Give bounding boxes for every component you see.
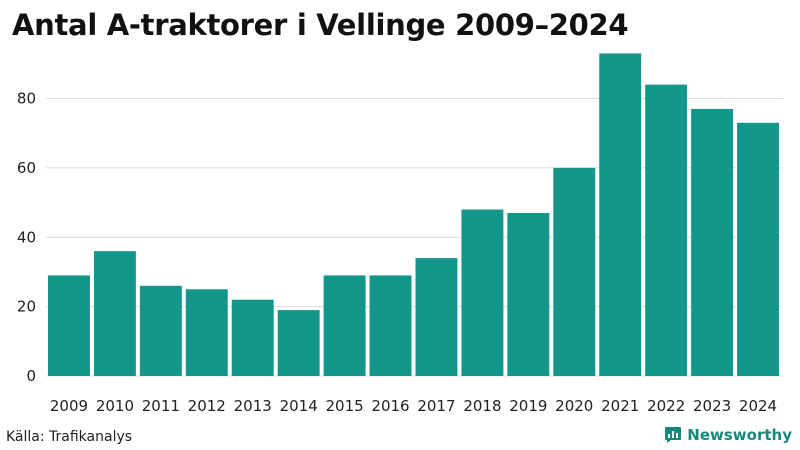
x-tick-label: 2011 xyxy=(142,397,180,415)
bar-2012 xyxy=(185,289,228,376)
y-tick-label: 60 xyxy=(17,159,36,177)
bar-2024 xyxy=(737,122,779,376)
y-tick-label: 0 xyxy=(26,367,36,385)
bar-2011 xyxy=(139,285,182,376)
x-tick-label: 2015 xyxy=(325,397,363,415)
bar-2013 xyxy=(231,299,274,376)
y-tick-label: 20 xyxy=(17,298,36,316)
bar-2021 xyxy=(599,53,642,376)
bar-2016 xyxy=(369,275,412,376)
x-tick-label: 2013 xyxy=(234,397,272,415)
bar-2020 xyxy=(553,167,596,377)
x-tick-label: 2019 xyxy=(509,397,547,415)
bar-2010 xyxy=(93,251,136,377)
bar-2019 xyxy=(507,212,550,376)
y-tick-label: 80 xyxy=(17,90,36,108)
x-tick-label: 2023 xyxy=(693,397,731,415)
bar-2017 xyxy=(415,258,458,376)
bar-2009 xyxy=(48,275,90,376)
x-tick-label: 2012 xyxy=(188,397,226,415)
brand-logo: Newsworthy xyxy=(664,426,792,444)
x-tick-label: 2010 xyxy=(96,397,134,415)
x-tick-label: 2016 xyxy=(371,397,409,415)
bar-2022 xyxy=(645,84,688,377)
x-tick-label: 2021 xyxy=(601,397,639,415)
x-axis-ticks: 2009 2010 2011 2012 2013 2014 2015 2016 2017 2018… xyxy=(50,397,777,415)
x-tick-label: 2022 xyxy=(647,397,685,415)
y-axis-ticks: 0 20 40 60 80 xyxy=(17,90,36,386)
bar-2015 xyxy=(323,275,366,376)
x-tick-label: 2017 xyxy=(417,397,455,415)
bar-2023 xyxy=(691,108,734,376)
source-note: Källa: Trafikanalys xyxy=(6,429,133,445)
x-tick-label: 2014 xyxy=(280,397,318,415)
brand-name: Newsworthy xyxy=(687,426,792,444)
bar-2018 xyxy=(461,209,504,376)
x-tick-label: 2020 xyxy=(555,397,593,415)
chart-title: Antal A-traktorer i Vellinge 2009–2024 xyxy=(12,8,629,42)
x-tick-label: 2024 xyxy=(739,397,777,415)
x-tick-label: 2009 xyxy=(50,397,88,415)
newsworthy-logo-icon xyxy=(665,427,682,443)
y-tick-label: 40 xyxy=(17,228,36,246)
x-tick-label: 2018 xyxy=(463,397,501,415)
bar-2014 xyxy=(277,310,320,376)
bars xyxy=(48,53,779,377)
